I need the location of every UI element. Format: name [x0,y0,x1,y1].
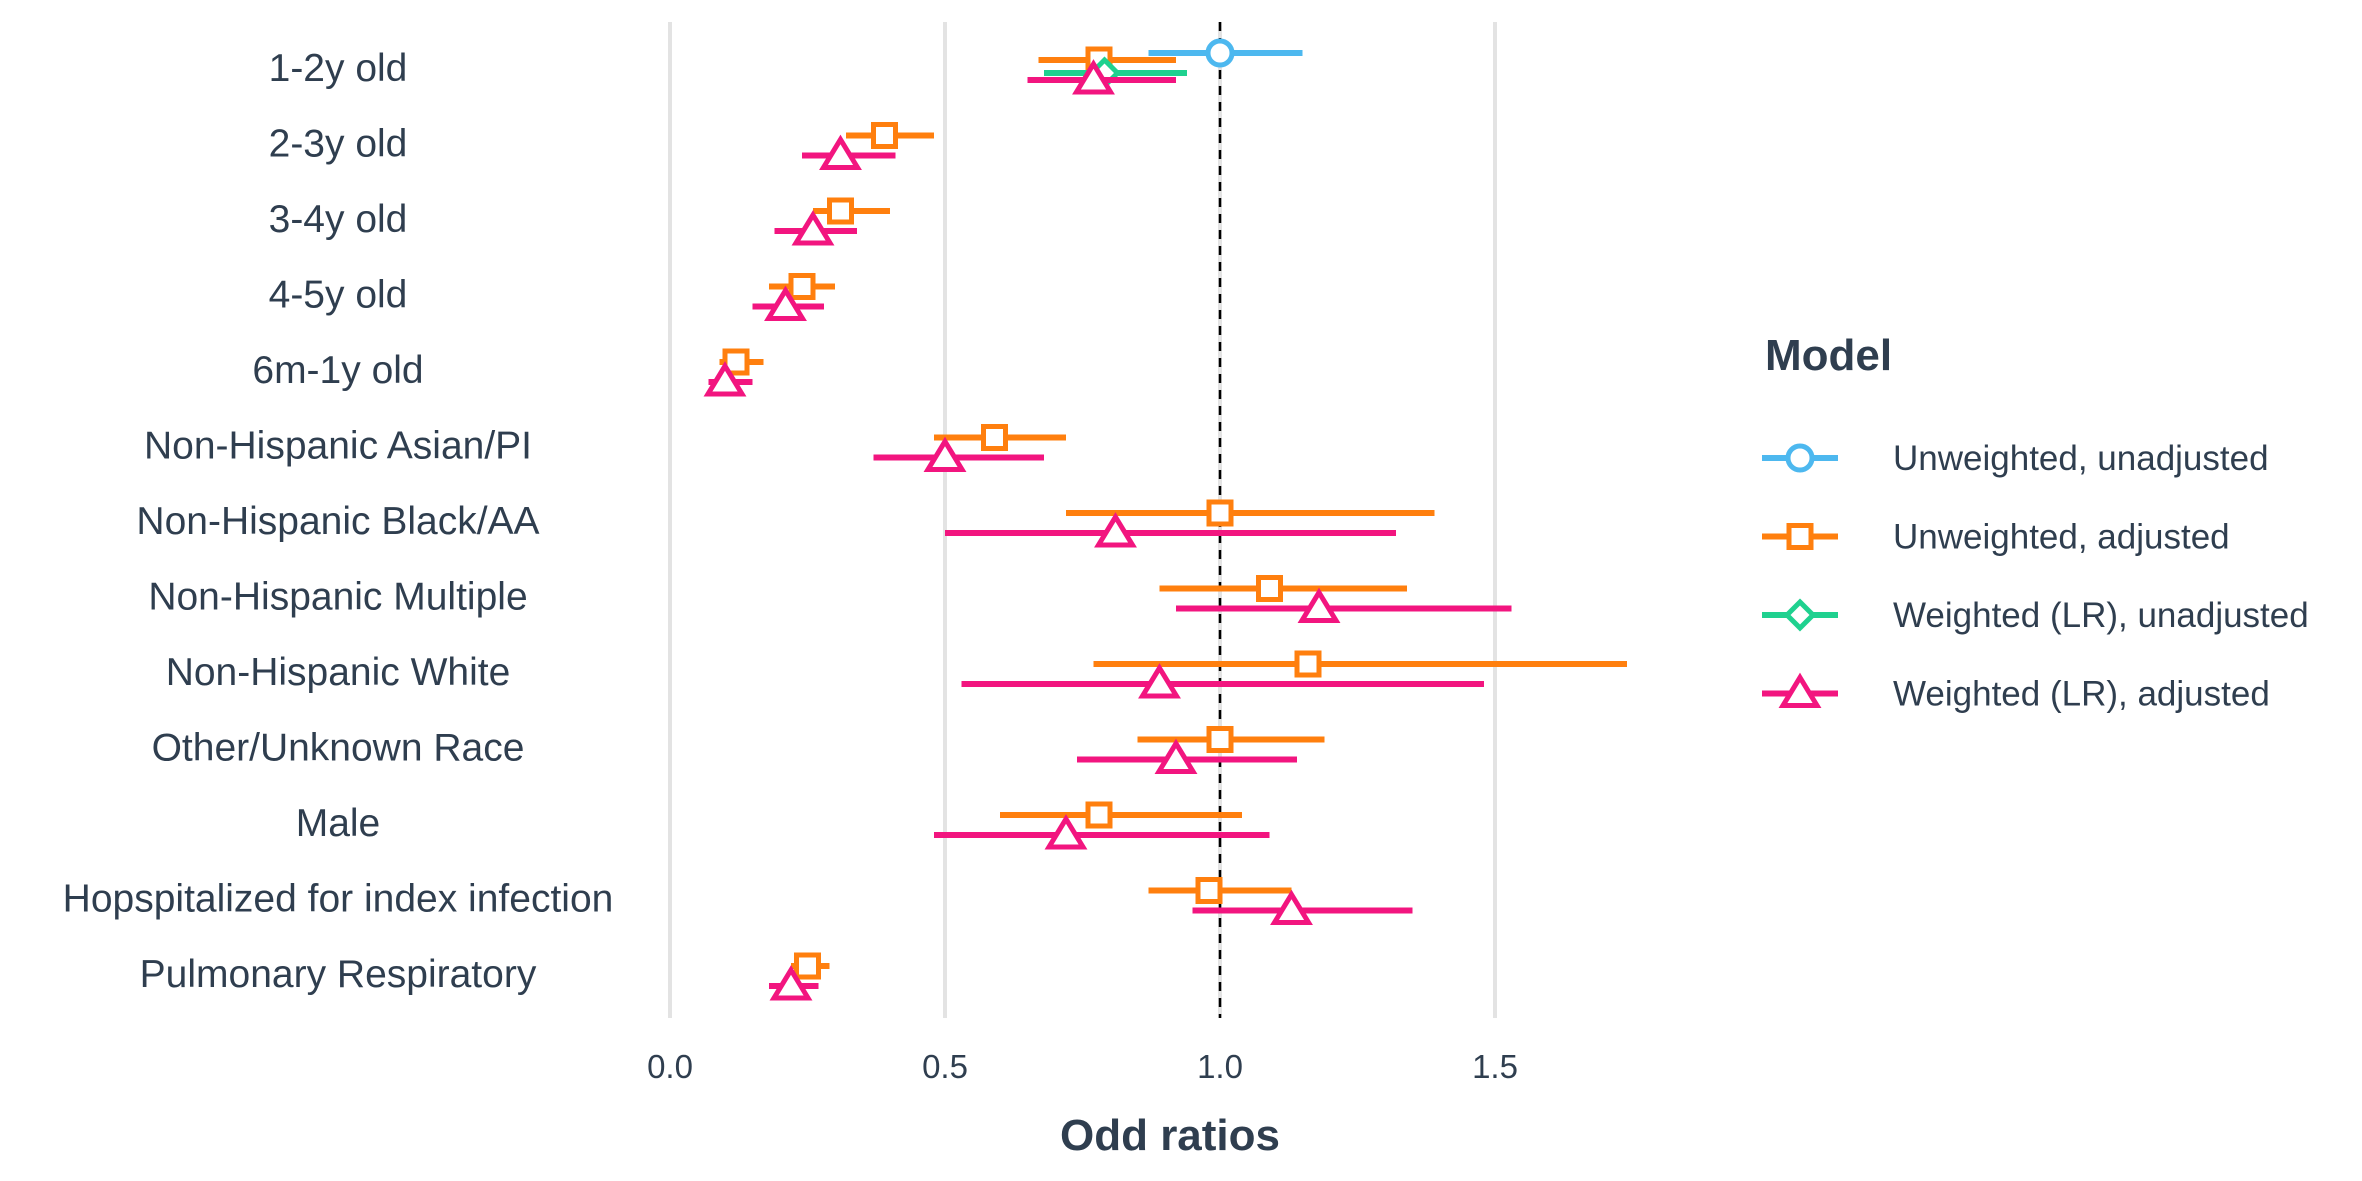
category-label: 1-2y old [269,47,408,90]
point-estimate-square [1206,726,1234,753]
legend-label: Weighted (LR), unadjusted [1893,596,2309,635]
x-axis-title: Odd ratios [1060,1111,1280,1160]
x-tick-label: 1.5 [1472,1048,1518,1085]
point-estimate-triangle [1297,587,1341,623]
point-estimate-triangle [1072,59,1115,95]
category-label: Other/Unknown Race [152,727,525,770]
point-estimate-square [1256,575,1283,602]
category-label: Non-Hispanic Multiple [148,576,527,619]
legend-item: Unweighted, unadjusted [1762,439,2269,478]
legend-item: Unweighted, adjusted [1762,518,2230,557]
legend-marker-triangle [1778,672,1822,708]
point-estimate-triangle [1270,889,1313,925]
point-estimate-square [794,952,821,980]
point-estimate-square [1294,650,1322,678]
point-estimate-triangle [703,361,747,397]
point-estimate-triangle [1044,814,1088,850]
point-estimate-triangle [769,965,813,1001]
category-label: 4-5y old [269,274,408,317]
legend-marker-square [1786,523,1814,550]
point-estimate-triangle [819,134,862,170]
category-label: 3-4y old [269,198,408,241]
point-estimate-square [871,122,898,149]
category-label: Male [296,802,381,845]
legend-marker-circle [1785,443,1815,473]
point-estimate-triangle [791,210,835,246]
legend-label: Unweighted, adjusted [1893,518,2230,557]
legend-item: Weighted (LR), adjusted [1762,672,2270,714]
point-estimate-square [981,424,1008,451]
grid-layer [668,22,1497,1018]
legend-label: Weighted (LR), adjusted [1893,675,2270,714]
category-label: 6m-1y old [252,349,423,392]
point-estimate-triangle [1138,663,1181,699]
point-estimate-square [1195,877,1223,904]
category-label: Non-Hispanic White [166,651,511,694]
x-tick-label: 1.0 [1197,1048,1243,1085]
x-tick-label: 0.0 [647,1048,693,1085]
category-label: Non-Hispanic Black/AA [136,500,539,543]
series-triangle [703,59,1512,1001]
legend-title: Model [1765,331,1892,380]
category-label: Non-Hispanic Asian/PI [144,425,532,468]
legend-items: Unweighted, unadjusted Unweighted, adjust… [1762,439,2309,714]
point-estimate-triangle [1154,738,1198,774]
series-layer [703,38,1627,1001]
category-label: Hopspitalized for index infection [63,878,614,921]
point-estimate-triangle [923,436,967,472]
y-axis-labels: 1-2y old 2-3y old 3-4y old 4-5y old 6m-1y ol… [63,47,614,996]
legend-label: Unweighted, unadjusted [1893,439,2269,478]
x-axis-ticks: 0.0 0.5 1.0 1.5 [647,1048,1518,1085]
category-label: Pulmonary Respiratory [140,953,537,996]
point-estimate-triangle [764,285,807,321]
point-estimate-square [788,273,816,300]
legend: Model Unweighted, unadjustedUnweighted, … [1762,331,2309,714]
legend-item: Weighted (LR), unadjusted [1762,596,2309,635]
point-estimate-square [1206,499,1234,527]
series-circle [1148,38,1303,68]
point-estimate-square [827,197,854,225]
x-tick-label: 0.5 [922,1048,968,1085]
legend-marker-diamond [1783,598,1817,632]
point-estimate-square [1085,801,1113,829]
category-label: 2-3y old [269,123,408,166]
point-estimate-circle [1205,38,1235,68]
point-estimate-triangle [1094,512,1137,548]
